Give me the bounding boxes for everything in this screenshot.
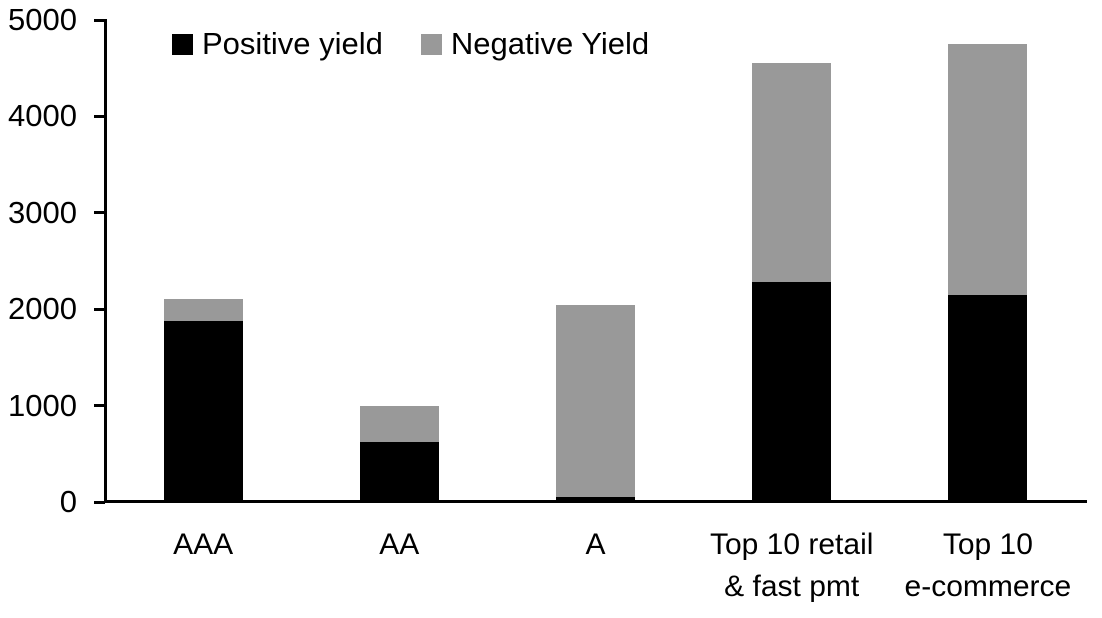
bar-segment <box>556 497 635 502</box>
bar-stack <box>359 405 439 502</box>
x-tick-label: Top 10 e-commerce <box>904 528 1072 603</box>
y-tick-mark <box>94 404 105 408</box>
y-tick-mark <box>94 211 105 215</box>
bar-segment <box>163 298 243 321</box>
bar-segment <box>752 282 832 502</box>
bar-segment <box>163 320 243 502</box>
legend-item-negative-yield: Negative Yield <box>420 26 650 61</box>
bar-segment <box>556 305 635 498</box>
bar-segment <box>359 442 439 502</box>
bar-stack <box>752 63 832 502</box>
y-tick-label: 4000 <box>8 98 77 134</box>
bar-stack <box>163 298 243 502</box>
y-tick-label: 2000 <box>8 291 77 327</box>
x-tick-label: AAA <box>173 528 234 561</box>
y-tick-mark <box>94 500 105 504</box>
y-tick-label: 3000 <box>8 194 77 230</box>
legend-label-positive-yield: Positive yield <box>202 26 383 61</box>
y-tick-mark <box>94 114 105 118</box>
legend-label-negative-yield: Negative Yield <box>450 26 650 61</box>
y-tick-mark <box>94 307 105 311</box>
x-tick-label: A <box>585 528 606 561</box>
bar-segment <box>359 405 439 443</box>
x-tick-label: Top 10 retail & fast pmt <box>709 528 874 603</box>
y-tick-label: 1000 <box>8 387 77 423</box>
bar-stack <box>556 305 635 502</box>
bar-segment <box>948 44 1028 295</box>
bar-segment <box>948 294 1028 502</box>
legend-item-positive-yield: Positive yield <box>172 27 383 61</box>
y-tick-label: 5000 <box>8 2 77 37</box>
y-tick-mark <box>94 18 105 22</box>
bar-segment <box>752 63 832 283</box>
y-tick-label: 0 <box>59 484 77 519</box>
x-tick-label: AA <box>379 528 420 561</box>
bar-stack <box>948 44 1028 502</box>
chart-legend: Positive yield Negative Yield <box>172 27 649 61</box>
negative-yield-swatch-icon <box>420 33 442 55</box>
positive-yield-swatch-icon <box>172 33 193 55</box>
